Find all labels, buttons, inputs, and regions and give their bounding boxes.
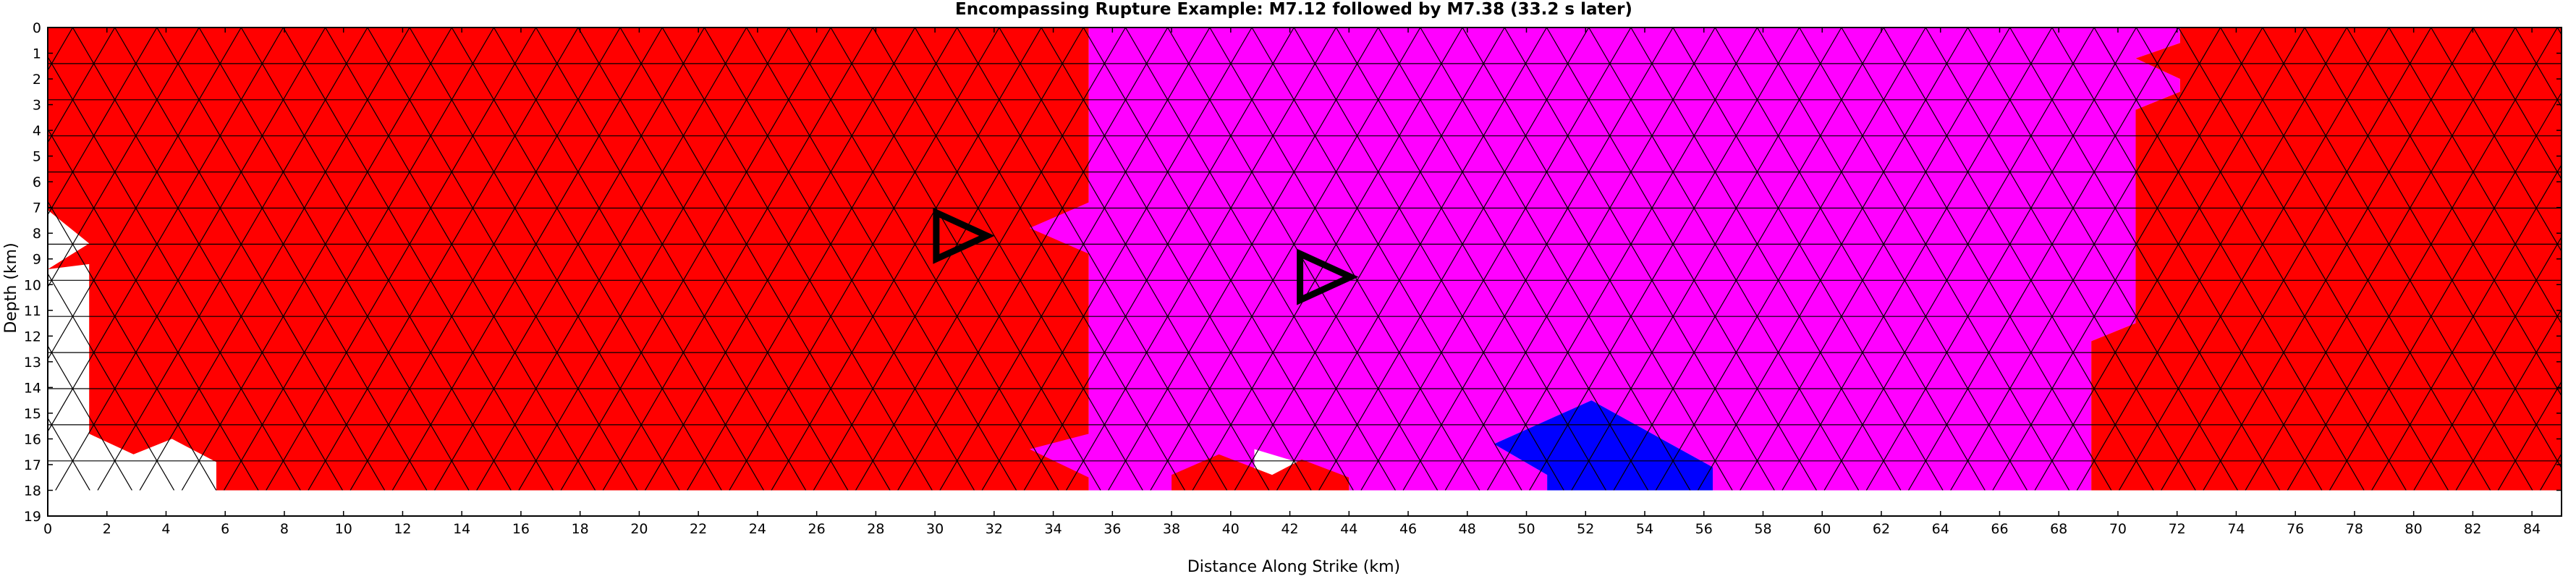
hypocenter-marker-1	[933, 207, 995, 264]
x-tick-label: 54	[1636, 521, 1653, 537]
y-tick-label: 14	[24, 380, 41, 396]
rupture-region-first-2	[1172, 454, 1350, 491]
rupture-region-first-3	[2091, 28, 2562, 491]
x-tick-label: 72	[2169, 521, 2186, 537]
x-tick-label: 18	[572, 521, 589, 537]
x-tick-label: 50	[1517, 521, 1535, 537]
x-tick-label: 14	[453, 521, 470, 537]
x-tick-label: 56	[1695, 521, 1713, 537]
x-tick-label: 30	[926, 521, 944, 537]
x-tick-label: 66	[1991, 521, 2008, 537]
triangular-mesh	[48, 28, 2562, 491]
y-tick-label: 13	[24, 355, 41, 371]
y-tick-label: 19	[24, 509, 41, 525]
x-tick-label: 8	[280, 521, 289, 537]
y-tick-label: 1	[33, 46, 41, 62]
x-tick-label: 68	[2050, 521, 2067, 537]
x-tick-label: 12	[394, 521, 411, 537]
x-tick-label: 6	[221, 521, 229, 537]
x-tick-label: 42	[1281, 521, 1298, 537]
plot-area	[47, 27, 2562, 517]
y-tick-label: 15	[24, 406, 41, 422]
y-tick-label: 5	[33, 149, 41, 165]
x-tick-label: 32	[986, 521, 1003, 537]
x-tick-label: 84	[2523, 521, 2541, 537]
y-tick-label: 12	[24, 329, 41, 345]
x-tick-label: 76	[2287, 521, 2304, 537]
y-tick-label: 10	[24, 277, 41, 293]
x-tick-label: 58	[1754, 521, 1771, 537]
x-tick-label: 24	[749, 521, 766, 537]
rupture-region-both-4	[1494, 400, 1713, 491]
x-tick-label: 0	[43, 521, 52, 537]
hypocenter-markers	[933, 207, 1359, 305]
x-tick-label: 52	[1577, 521, 1594, 537]
chart-title: Encompassing Rupture Example: M7.12 foll…	[955, 0, 1632, 19]
x-tick-label: 2	[103, 521, 111, 537]
y-tick-label: 4	[33, 123, 41, 139]
plot-frame	[47, 27, 2562, 517]
rupture-region-first-0	[48, 28, 1089, 491]
x-tick-label: 22	[690, 521, 707, 537]
x-tick-label: 82	[2464, 521, 2481, 537]
y-tick-label: 2	[33, 72, 41, 88]
x-tick-label: 62	[1873, 521, 1890, 537]
y-tick-label: 6	[33, 174, 41, 190]
hypocenter-marker-2	[1297, 248, 1359, 305]
x-tick-label: 64	[1932, 521, 1949, 537]
y-tick-label: 8	[33, 226, 41, 242]
x-axis: 0 2 4 6 8 10 12 14 16 18 20 22 24 26 28 30 32 34 36 38 40 42 4…	[43, 28, 2541, 537]
y-tick-label: 18	[24, 483, 41, 499]
x-axis-label: Distance Along Strike (km)	[1187, 558, 1400, 576]
x-tick-label: 10	[335, 521, 352, 537]
x-tick-label: 34	[1045, 521, 1062, 537]
y-tick-label: 17	[24, 457, 41, 473]
x-tick-label: 20	[630, 521, 648, 537]
x-tick-label: 80	[2405, 521, 2423, 537]
y-axis-label: Depth (km)	[2, 242, 20, 333]
y-tick-label: 3	[33, 98, 41, 114]
y-tick-label: 16	[24, 431, 41, 447]
y-tick-label: 9	[33, 252, 41, 268]
rupture-region-second-1	[1029, 28, 2180, 491]
y-tick-label: 11	[24, 303, 41, 319]
rupture-regions	[48, 28, 2562, 491]
x-tick-label: 28	[867, 521, 884, 537]
x-tick-label: 38	[1163, 521, 1180, 537]
x-tick-label: 78	[2346, 521, 2363, 537]
x-tick-label: 26	[808, 521, 826, 537]
x-tick-label: 60	[1813, 521, 1831, 537]
x-tick-label: 36	[1103, 521, 1121, 537]
x-tick-label: 46	[1399, 521, 1417, 537]
x-tick-label: 44	[1340, 521, 1357, 537]
x-tick-label: 4	[161, 521, 170, 537]
x-tick-label: 74	[2227, 521, 2245, 537]
x-tick-label: 70	[2109, 521, 2127, 537]
mesh-lines	[48, 28, 2562, 491]
x-tick-label: 16	[512, 521, 530, 537]
y-tick-label: 7	[33, 200, 41, 216]
y-tick-label: 0	[33, 20, 41, 36]
x-tick-label: 40	[1222, 521, 1240, 537]
x-tick-label: 48	[1459, 521, 1476, 537]
